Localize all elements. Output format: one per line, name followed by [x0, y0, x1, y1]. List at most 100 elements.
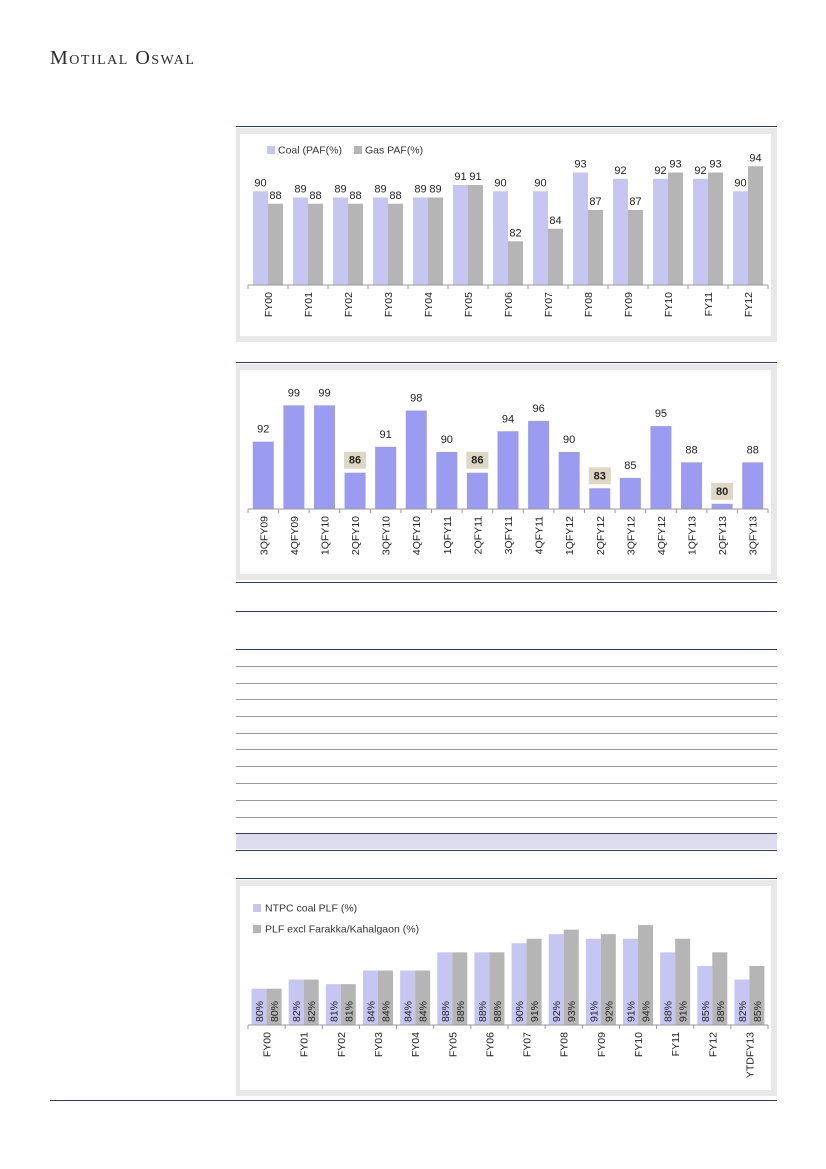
table-row-line [236, 817, 777, 818]
x-tick-label: 1QFY13 [687, 516, 699, 555]
x-tick-label: FY07 [522, 1032, 534, 1057]
data-label: 95 [655, 408, 667, 420]
legend-swatch-plf-excl [253, 925, 261, 933]
bar-plf [437, 952, 453, 1025]
bar-gas [748, 166, 763, 285]
x-tick-label: 2QFY10 [350, 516, 362, 555]
data-label: 90 [563, 434, 575, 446]
x-tick-label: FY11 [703, 292, 715, 316]
x-tick-label: FY00 [262, 1032, 274, 1057]
bar-plf [511, 943, 527, 1025]
data-label: 86 [349, 455, 361, 467]
table-header-rule [236, 649, 777, 650]
table-row-line [236, 783, 777, 784]
data-label: 92 [257, 424, 269, 436]
x-tick-label: 3QFY11 [503, 516, 515, 554]
x-tick-label: FY04 [423, 292, 435, 317]
data-label: 91% [588, 1001, 600, 1022]
bar-quarter [558, 452, 580, 509]
x-tick-label: FY02 [343, 292, 355, 317]
legend-swatch-coal [267, 146, 275, 154]
data-label: 99 [318, 387, 330, 399]
bar-plf-excl [415, 970, 431, 1025]
data-label: 94% [641, 1001, 653, 1022]
bar-plf-excl [638, 925, 653, 1025]
bar-plf-excl [266, 988, 282, 1025]
x-tick-label: FY11 [670, 1032, 682, 1056]
bar-quarter [466, 472, 488, 509]
table-row-line [236, 683, 777, 684]
data-label: 81% [328, 1001, 340, 1022]
bar-gas [388, 203, 403, 285]
data-label: 92 [654, 165, 666, 177]
data-label: 92 [614, 165, 626, 177]
data-label: 88% [477, 1001, 489, 1022]
bar-quarter [528, 420, 550, 509]
chart1-svg: Coal (PAF(%) Gas PAF(%)9088FY008988FY0189… [247, 145, 769, 317]
data-label: 85 [624, 460, 636, 472]
x-tick-label: 4QFY11 [534, 516, 546, 554]
data-label: 92% [603, 1001, 615, 1022]
chart2-panel: 92 3QFY09 99 4QFY09 99 1QFY10 86 2QFY10 91 3QFY10… [240, 370, 771, 574]
bar-quarter [344, 472, 366, 509]
bar-plf [660, 952, 676, 1025]
x-tick-label: FY09 [623, 292, 635, 317]
data-label: 84 [549, 215, 561, 227]
data-label: 81% [343, 1001, 355, 1022]
chart3-top-rule [236, 878, 777, 879]
bar-quarter [681, 462, 703, 509]
bar-gas [428, 197, 443, 285]
data-label: 87 [589, 196, 601, 208]
x-tick-label: 1QFY10 [319, 516, 331, 555]
data-label: 84% [403, 1001, 415, 1022]
legend-label-plf-excl: PLF excl Farakka/Kahalgaon (%) [265, 924, 419, 936]
bar-coal [413, 197, 428, 285]
bar-plf [548, 934, 564, 1025]
bar-quarter [497, 431, 519, 509]
bar-quarter [252, 441, 274, 509]
table-row-line [236, 666, 777, 667]
table-row-line [236, 733, 777, 734]
data-label-box [711, 482, 734, 500]
bar-quarter [742, 462, 764, 509]
bar-plf [288, 979, 304, 1025]
chart1-top-rule [236, 126, 777, 127]
data-label: 92% [551, 1001, 563, 1022]
x-tick-label: FY04 [410, 1032, 422, 1057]
bar-plf-excl [489, 952, 505, 1025]
x-tick-label: 3QFY12 [625, 516, 637, 555]
chart1-panel: Coal (PAF(%) Gas PAF(%) 90 88 FY00 89 88 FY01 89… [240, 134, 771, 336]
bar-quarter [375, 446, 397, 509]
data-label: 88 [747, 444, 759, 456]
x-tick-label: 4QFY10 [411, 516, 423, 555]
table-total-top-rule [236, 833, 777, 834]
bar-coal [453, 185, 468, 285]
bar-coal [293, 197, 308, 285]
bar-plf-excl [452, 952, 468, 1025]
x-tick-label: 3QFY13 [748, 516, 760, 555]
x-tick-label: YTDFY13 [744, 1032, 756, 1078]
x-tick-label: FY06 [503, 292, 515, 317]
data-label: 85% [752, 1001, 764, 1022]
x-tick-label: 2QFY12 [595, 516, 607, 555]
x-tick-label: FY05 [447, 1032, 459, 1057]
bar-plf [325, 984, 341, 1025]
data-label: 80 [716, 486, 728, 498]
data-label: 93 [574, 159, 586, 171]
legend-swatch-gas [354, 146, 362, 154]
data-label: 91% [626, 1001, 638, 1022]
legend-label-coal: Coal (PAF(%) [278, 145, 342, 157]
data-label: 82% [306, 1001, 318, 1022]
bar-plf [623, 938, 638, 1025]
bar-quarter [619, 477, 641, 509]
data-label: 89 [374, 184, 386, 196]
x-tick-label: 1QFY11 [442, 516, 454, 554]
bar-plf [400, 970, 416, 1025]
chart3-panel: NTPC coal PLF (%) PLF excl Farakka/Kahalg… [240, 886, 771, 1090]
table-row-line [236, 766, 777, 767]
table-row-line [236, 749, 777, 750]
data-label: 88 [309, 190, 321, 202]
bar-plf-excl [563, 929, 579, 1025]
data-label: 93 [669, 159, 681, 171]
bar-plf [585, 938, 601, 1025]
